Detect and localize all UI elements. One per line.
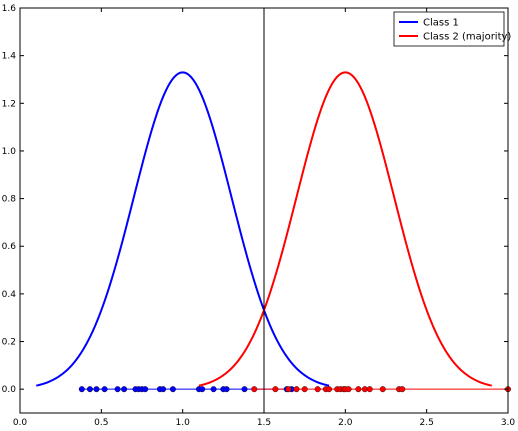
y-tick-label: 1.2 [2, 99, 16, 109]
data-point-series-1 [160, 386, 167, 393]
x-tick-label: 1.5 [257, 418, 271, 428]
data-point-series-2 [326, 386, 333, 393]
data-point-series-1 [199, 386, 206, 393]
data-point-series-1 [93, 386, 100, 393]
x-axis: 0.0 0.5 1.0 1.5 2.0 2.5 3.0 [13, 8, 516, 428]
y-tick-label: 0.0 [2, 385, 17, 395]
data-point-series-1 [210, 386, 217, 393]
data-point-series-2 [251, 386, 258, 393]
x-tick-label: 1.0 [176, 418, 191, 428]
y-tick-label: 0.2 [2, 338, 16, 348]
x-tick-label: 0.0 [13, 418, 28, 428]
data-point-series-1 [101, 386, 108, 393]
legend-label: Class 2 (majority) [423, 32, 511, 43]
data-point-series-2 [366, 386, 373, 393]
legend: Class 1 Class 2 (majority) [393, 11, 511, 47]
data-point-series-1 [114, 386, 121, 393]
data-point-series-1 [121, 386, 128, 393]
plot-area [19, 7, 512, 414]
x-tick-label: 2.0 [338, 418, 353, 428]
data-point-series-2 [293, 386, 300, 393]
data-point-series-2 [379, 386, 386, 393]
data-point-series-2 [272, 386, 279, 393]
y-tick-label: 0.8 [2, 195, 17, 205]
legend-label: Class 1 [423, 18, 459, 29]
legend-box [393, 11, 505, 47]
y-tick-label: 1.0 [2, 147, 17, 157]
data-point-series-1 [241, 386, 248, 393]
data-point-series-2 [355, 386, 362, 393]
data-point-series-1 [223, 386, 230, 393]
x-tick-label: 3.0 [501, 418, 516, 428]
data-point-series-2 [399, 386, 406, 393]
data-point-series-2 [314, 386, 321, 393]
data-point-series-1 [142, 386, 149, 393]
data-point-series-2 [345, 386, 352, 393]
data-point-series-2 [301, 386, 308, 393]
y-axis: 0.0 0.2 0.4 0.6 0.8 1.0 1.2 1.4 1.6 [2, 4, 508, 395]
x-tick-label: 2.5 [420, 418, 434, 428]
y-tick-label: 0.4 [2, 290, 17, 300]
data-point-series-1 [78, 386, 85, 393]
y-tick-label: 0.6 [2, 242, 17, 252]
density-curve-series-2 [198, 71, 492, 387]
y-tick-label: 1.4 [2, 52, 17, 62]
density-curve-series-1 [36, 71, 330, 387]
data-point-series-2 [285, 386, 292, 393]
x-tick-label: 0.5 [94, 418, 108, 428]
data-point-series-1 [86, 386, 93, 393]
y-tick-label: 1.6 [2, 4, 17, 14]
data-point-series-1 [169, 386, 176, 393]
